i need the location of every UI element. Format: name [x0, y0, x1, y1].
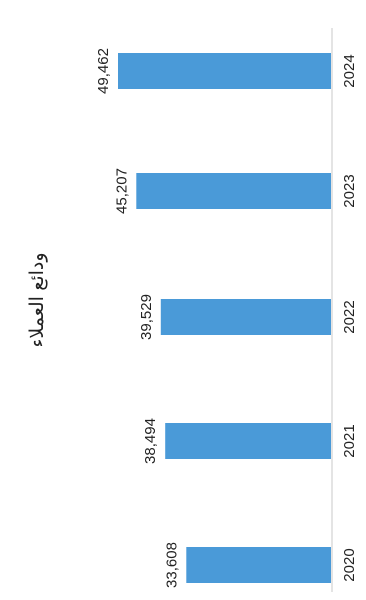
value-label-2022: 39,529 [138, 294, 155, 340]
bar-2023 [136, 173, 331, 209]
bars-group: 33,608 2020 38,494 2021 39,529 2022 45,207 2023… [95, 48, 358, 588]
chart-title-text: ودائع العملاء [27, 252, 48, 347]
value-label-2020: 33,608 [163, 542, 180, 588]
category-label-2022: 2022 [341, 300, 358, 333]
value-label-2021: 38,494 [142, 418, 159, 464]
value-label-2024: 49,462 [95, 48, 112, 94]
bar-2022 [160, 299, 331, 335]
category-label-2021: 2021 [341, 424, 358, 457]
category-label-2020: 2020 [341, 548, 358, 581]
category-label-2023: 2023 [341, 174, 358, 207]
value-label-2023: 45,207 [113, 168, 130, 214]
chart-title: ودائع العملاء [27, 252, 48, 347]
bar-2020 [186, 547, 331, 583]
bar-2024 [118, 53, 331, 89]
category-label-2024: 2024 [341, 54, 358, 87]
bar-2021 [165, 423, 331, 459]
